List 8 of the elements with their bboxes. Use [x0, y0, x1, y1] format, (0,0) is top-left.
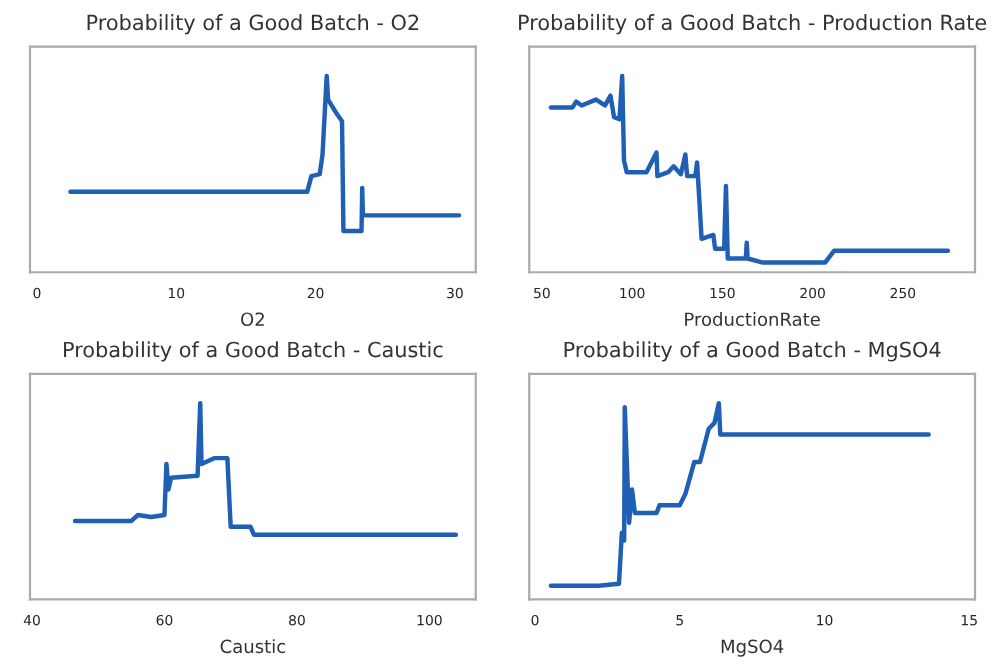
chart-title: Probability of a Good Batch - Production Rate [519, 14, 987, 35]
x-axis-title: O2 [241, 312, 264, 327]
x-axis-title: Caustic [220, 639, 286, 654]
x-axis-title: MgSO4 [721, 639, 784, 657]
x-axis-title: ProductionRate [685, 312, 820, 327]
chart-title: Probability of a Good Batch - O2 [87, 14, 419, 35]
chart-title: Probability of a Good Batch - MgSO4 [564, 341, 941, 362]
chart-title: Probability of a Good Batch - Caustic [64, 341, 443, 362]
